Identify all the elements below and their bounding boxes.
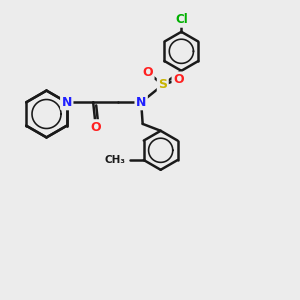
Text: O: O — [90, 121, 101, 134]
Text: N: N — [61, 96, 72, 109]
Text: CH₃: CH₃ — [105, 155, 126, 165]
Text: N: N — [136, 96, 146, 109]
Text: O: O — [142, 66, 153, 79]
Text: O: O — [173, 73, 184, 86]
Text: Cl: Cl — [175, 13, 188, 26]
Text: S: S — [158, 78, 167, 92]
